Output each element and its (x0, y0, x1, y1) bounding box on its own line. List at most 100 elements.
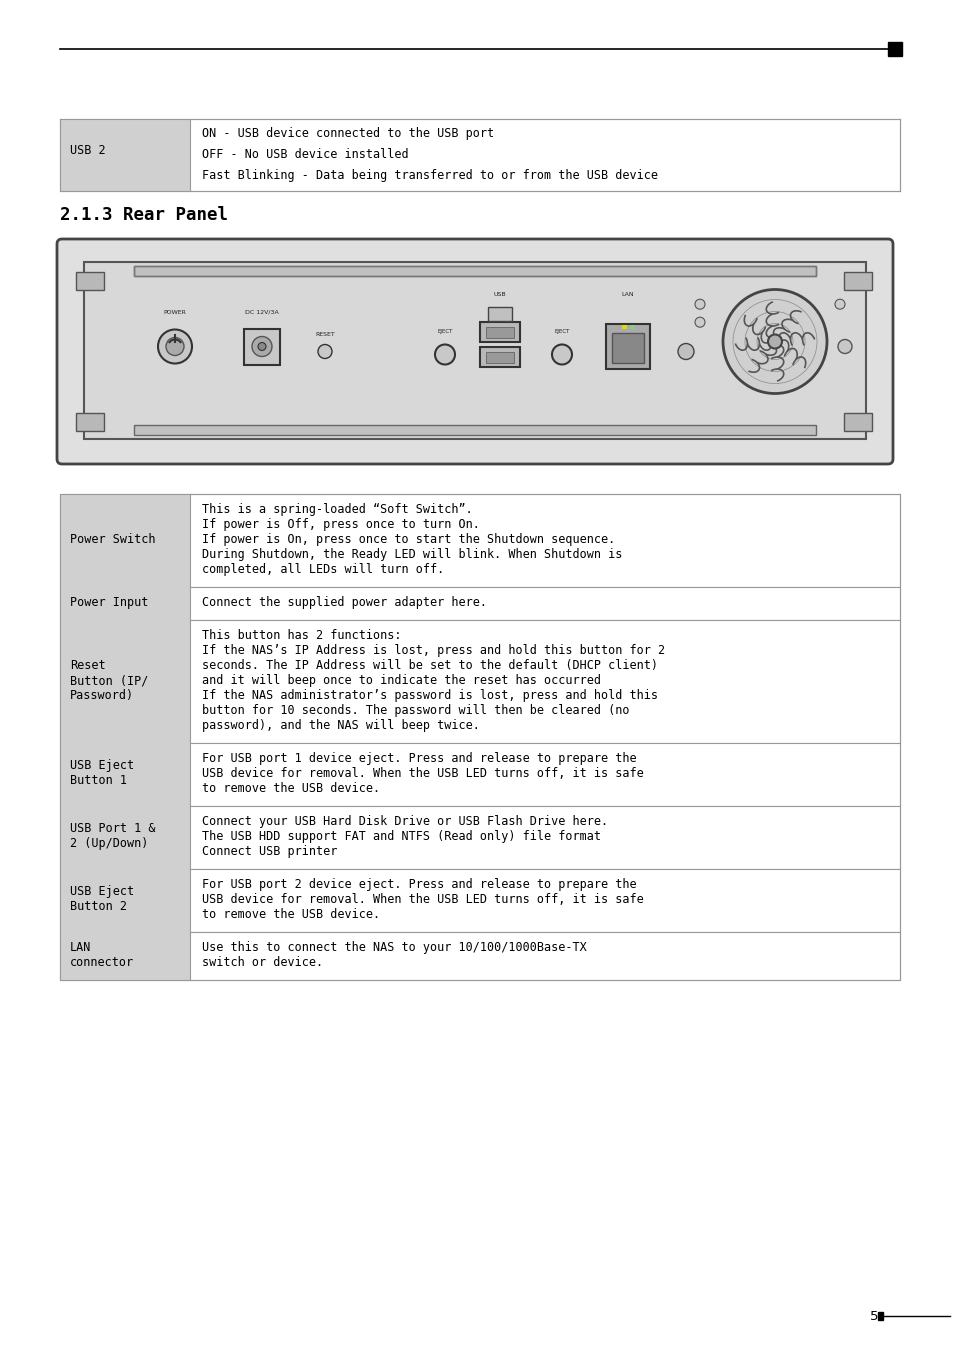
Circle shape (317, 344, 332, 359)
Text: Button 1: Button 1 (70, 774, 127, 788)
Bar (887, 42, 901, 56)
Bar (133, 265, 815, 276)
Text: If the NAS administrator’s password is lost, press and hold this: If the NAS administrator’s password is l… (202, 689, 658, 701)
Bar (485, 326, 514, 337)
Text: EJECT: EJECT (436, 329, 453, 334)
Text: LAN: LAN (70, 941, 91, 955)
Text: 5: 5 (869, 1309, 878, 1323)
Text: This button has 2 functions:: This button has 2 functions: (202, 630, 401, 642)
Bar (60, 806, 190, 869)
Text: POWER: POWER (163, 310, 186, 314)
Bar (60, 743, 899, 806)
Text: This is a spring-loaded “Soft Switch”.: This is a spring-loaded “Soft Switch”. (202, 502, 473, 516)
Text: The USB HDD support FAT and NTFS (Read only) file format: The USB HDD support FAT and NTFS (Read o… (202, 830, 600, 844)
Circle shape (552, 344, 572, 364)
Text: Use this to connect the NAS to your 10/100/1000Base-TX: Use this to connect the NAS to your 10/1… (202, 941, 586, 955)
Circle shape (257, 343, 266, 351)
Text: completed, all LEDs will turn off.: completed, all LEDs will turn off. (202, 563, 444, 575)
Text: and it will beep once to indicate the reset has occurred: and it will beep once to indicate the re… (202, 674, 600, 686)
Bar (488, 306, 512, 321)
Bar (60, 932, 190, 980)
Circle shape (695, 299, 704, 309)
Bar (605, 324, 649, 368)
Bar (60, 620, 899, 743)
Bar (60, 119, 190, 191)
Bar (60, 119, 899, 191)
Text: ON - USB device connected to the USB port: ON - USB device connected to the USB por… (202, 127, 494, 139)
Bar (60, 494, 899, 588)
Text: Fast Blinking - Data being transferred to or from the USB device: Fast Blinking - Data being transferred t… (202, 169, 658, 181)
Bar (133, 425, 815, 435)
Bar (60, 620, 190, 743)
Circle shape (435, 344, 455, 364)
Text: USB Eject: USB Eject (70, 760, 134, 773)
Circle shape (166, 337, 184, 356)
Text: password), and the NAS will beep twice.: password), and the NAS will beep twice. (202, 719, 479, 733)
Text: Button 2: Button 2 (70, 900, 127, 914)
Text: Password): Password) (70, 689, 134, 701)
Text: OFF - No USB device installed: OFF - No USB device installed (202, 148, 408, 161)
Bar (621, 325, 626, 329)
Bar (60, 494, 899, 980)
Bar (485, 352, 514, 363)
Text: Button (IP/: Button (IP/ (70, 674, 149, 686)
Bar (60, 494, 190, 588)
Text: connector: connector (70, 956, 134, 969)
Bar (629, 325, 635, 329)
Text: DC 12V/3A: DC 12V/3A (245, 310, 278, 314)
Text: 2 (Up/Down): 2 (Up/Down) (70, 838, 149, 850)
Text: If power is On, press once to start the Shutdown sequence.: If power is On, press once to start the … (202, 533, 615, 546)
Text: Reset: Reset (70, 659, 106, 672)
Text: to remove the USB device.: to remove the USB device. (202, 783, 379, 795)
Bar (60, 932, 899, 980)
Bar (60, 806, 899, 869)
Circle shape (695, 317, 704, 328)
Circle shape (767, 334, 781, 348)
Text: USB device for removal. When the USB LED turns off, it is safe: USB device for removal. When the USB LED… (202, 894, 643, 906)
Text: to remove the USB device.: to remove the USB device. (202, 909, 379, 921)
Text: If power is Off, press once to turn On.: If power is Off, press once to turn On. (202, 519, 479, 531)
Text: Connect USB printer: Connect USB printer (202, 845, 337, 858)
Bar (60, 869, 899, 932)
Bar (843, 413, 871, 431)
Text: Power Switch: Power Switch (70, 533, 155, 546)
Text: USB: USB (493, 291, 506, 297)
Circle shape (252, 337, 272, 356)
Bar (612, 333, 643, 363)
Text: If the NAS’s IP Address is lost, press and hold this button for 2: If the NAS’s IP Address is lost, press a… (202, 645, 664, 657)
Text: Connect the supplied power adapter here.: Connect the supplied power adapter here. (202, 596, 486, 609)
Text: 2.1.3 Rear Panel: 2.1.3 Rear Panel (60, 206, 228, 223)
Text: seconds. The IP Address will be set to the default (DHCP client): seconds. The IP Address will be set to t… (202, 659, 658, 672)
Circle shape (722, 290, 826, 394)
Bar (84, 263, 865, 439)
Text: USB device for removal. When the USB LED turns off, it is safe: USB device for removal. When the USB LED… (202, 766, 643, 780)
Bar (133, 265, 815, 276)
Text: button for 10 seconds. The password will then be cleared (no: button for 10 seconds. The password will… (202, 704, 629, 718)
Circle shape (834, 299, 844, 309)
Circle shape (837, 340, 851, 353)
Bar (244, 329, 280, 364)
Bar (479, 347, 519, 367)
FancyBboxPatch shape (57, 240, 892, 464)
Bar (60, 588, 899, 620)
Text: USB Port 1 &: USB Port 1 & (70, 822, 155, 835)
Text: For USB port 1 device eject. Press and release to prepare the: For USB port 1 device eject. Press and r… (202, 751, 636, 765)
Text: LAN: LAN (621, 291, 634, 297)
Text: USB 2: USB 2 (70, 145, 106, 157)
Circle shape (158, 329, 192, 363)
Bar (60, 743, 190, 806)
Bar (76, 272, 104, 290)
Bar (479, 321, 519, 341)
Text: switch or device.: switch or device. (202, 956, 323, 969)
Text: During Shutdown, the Ready LED will blink. When Shutdown is: During Shutdown, the Ready LED will blin… (202, 548, 621, 561)
Text: Power Input: Power Input (70, 596, 149, 609)
Text: EJECT: EJECT (554, 329, 569, 334)
Text: Connect your USB Hard Disk Drive or USB Flash Drive here.: Connect your USB Hard Disk Drive or USB … (202, 815, 607, 829)
Text: RESET: RESET (314, 332, 335, 337)
Circle shape (678, 344, 693, 360)
Bar (60, 869, 190, 932)
Bar (877, 1312, 882, 1320)
Bar (843, 272, 871, 290)
Text: For USB port 2 device eject. Press and release to prepare the: For USB port 2 device eject. Press and r… (202, 877, 636, 891)
Bar (76, 413, 104, 431)
